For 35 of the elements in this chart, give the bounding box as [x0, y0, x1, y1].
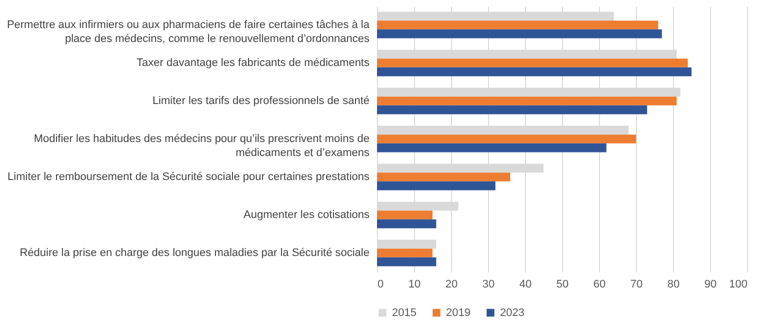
bar [377, 58, 688, 68]
x-tick-label: 10 [408, 278, 421, 290]
x-tick-label: 30 [482, 278, 495, 290]
bar [377, 143, 606, 152]
x-tick-label: 50 [556, 278, 569, 290]
bar [377, 219, 436, 228]
bar [377, 20, 658, 30]
bar [377, 134, 636, 144]
bar [377, 67, 692, 76]
y-tick-label: Réduire la prise en charge des longues maladies par la Sécurité sociale [20, 247, 370, 259]
x-tick-label: 100 [729, 278, 748, 290]
legend-label: 2019 [446, 306, 470, 319]
bar [377, 248, 432, 258]
y-tick-label: Taxer davantage les fabricants de médicaments [136, 57, 370, 69]
y-tick-label: Permettre aux infirmiers ou aux pharmaciens de faire certaines tâches à la place des médecins, comme le renouvellement d’ordonnances [6, 19, 370, 45]
y-tick-label: Limiter les tarifs des professionnels de santé [152, 95, 370, 107]
legend-label: 2015 [392, 306, 416, 319]
bar [377, 172, 510, 182]
x-tick-label: 70 [630, 278, 643, 290]
bar [377, 210, 432, 220]
x-tick-label: 20 [445, 278, 458, 290]
bar [377, 96, 677, 106]
bar [377, 257, 436, 266]
x-tick-label: 90 [704, 278, 717, 290]
y-tick-label: Augmenter les cotisations [244, 209, 370, 221]
bar [377, 181, 496, 190]
x-tick-label: 60 [593, 278, 606, 290]
y-tick-label: Modifier les habitudes des médecins pour qu’ils prescrivent moins de médicaments et d’examens [34, 133, 370, 159]
bar [377, 105, 648, 114]
x-tick-label: 0 [378, 278, 384, 290]
legend-label: 2023 [500, 306, 524, 319]
x-tick-label: 80 [667, 278, 680, 290]
y-tick-label: Limiter le remboursement de la Sécurité sociale pour certaines prestations [8, 171, 370, 183]
x-tick-label: 40 [519, 278, 532, 290]
bar [377, 29, 662, 38]
